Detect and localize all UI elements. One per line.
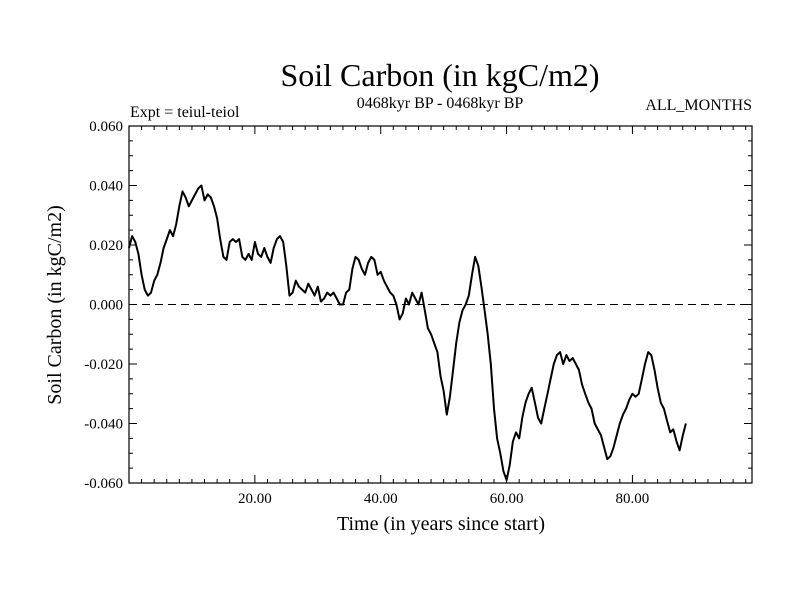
plot-area: 20.00 40.00 60.00 80.00 -0.060 -0.040 -0.020 0.… <box>84 119 753 507</box>
y-tick-label: 0.000 <box>89 298 123 314</box>
chart-title: Soil Carbon (in kgC/m2) <box>280 57 599 93</box>
x-axis-label: Time (in years since start) <box>337 513 545 535</box>
x-tick-label: 20.00 <box>238 491 272 507</box>
y-tick-label: -0.060 <box>84 476 123 492</box>
x-tick-label: 80.00 <box>616 491 650 507</box>
x-tick-label: 40.00 <box>364 491 398 507</box>
y-axis-label: Soil Carbon (in kgC/m2) <box>44 205 66 404</box>
period-label: ALL_MONTHS <box>645 97 752 114</box>
series-line <box>128 184 687 481</box>
y-tick-label: 0.060 <box>89 119 123 135</box>
y-tick-label: -0.040 <box>84 417 123 433</box>
x-tick-label: 60.00 <box>490 491 524 507</box>
y-tick-label: -0.020 <box>84 357 123 373</box>
chart-subtitle: 0468kyr BP - 0468kyr BP <box>357 95 524 112</box>
y-tick-label: 0.040 <box>89 179 123 195</box>
y-tick-label: 0.020 <box>89 238 123 254</box>
expt-label: Expt = teiul-teiol <box>130 104 240 121</box>
